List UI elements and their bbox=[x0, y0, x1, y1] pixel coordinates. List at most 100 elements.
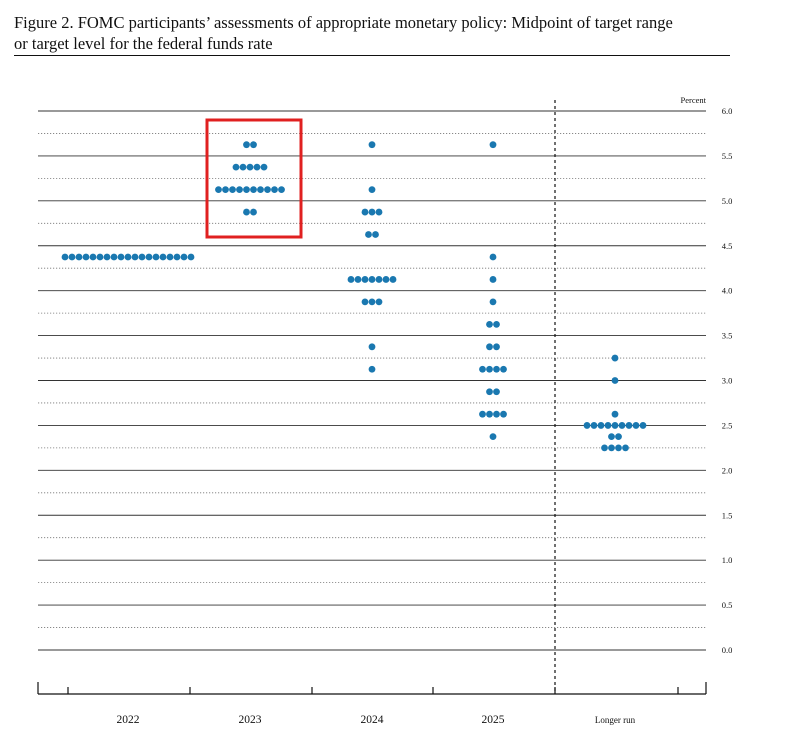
highlight-rectangle bbox=[205, 118, 303, 239]
data-dot bbox=[260, 163, 268, 171]
figure-title-line-1: Figure 2. FOMC participants’ assessments… bbox=[14, 13, 673, 32]
data-dot bbox=[138, 253, 146, 261]
data-dot bbox=[611, 422, 619, 429]
data-dot bbox=[103, 253, 111, 261]
dots bbox=[61, 141, 647, 452]
data-dot bbox=[493, 343, 500, 351]
data-dot bbox=[486, 365, 493, 373]
data-dot bbox=[500, 365, 507, 373]
data-dot bbox=[145, 253, 153, 261]
data-dot bbox=[75, 253, 83, 261]
data-dot bbox=[375, 276, 383, 283]
data-dot bbox=[253, 163, 261, 171]
data-dot bbox=[601, 444, 608, 452]
data-dot bbox=[361, 298, 369, 306]
data-dot bbox=[608, 433, 615, 441]
data-dot bbox=[215, 186, 222, 194]
data-dot bbox=[159, 253, 167, 261]
data-dot bbox=[368, 298, 376, 306]
y-tick-label: 2.0 bbox=[722, 465, 733, 475]
data-dot bbox=[368, 186, 376, 194]
data-dot bbox=[590, 422, 598, 429]
grid-lines: 0.0 0.5 1.0 1.5 2.0 2.5 3.0 3.5 4.0 4.5 5.0 5.5 6.0 bbox=[38, 100, 732, 694]
data-dot bbox=[368, 208, 376, 216]
data-dot bbox=[368, 343, 376, 351]
data-dot bbox=[608, 444, 615, 452]
data-dot bbox=[632, 422, 640, 429]
data-dot bbox=[493, 410, 500, 418]
y-tick-label: 0.0 bbox=[722, 645, 733, 655]
data-dot bbox=[375, 298, 383, 306]
data-dot bbox=[257, 186, 264, 194]
data-dot bbox=[229, 186, 236, 194]
data-dot bbox=[96, 253, 104, 261]
data-dot bbox=[622, 444, 629, 452]
data-dot bbox=[489, 141, 497, 149]
data-dot bbox=[243, 186, 250, 194]
data-dot bbox=[61, 253, 69, 261]
data-dot bbox=[361, 208, 369, 216]
data-dot bbox=[479, 410, 486, 418]
data-dot bbox=[493, 320, 500, 328]
data-dot bbox=[250, 141, 257, 149]
data-dot bbox=[124, 253, 132, 261]
data-dot bbox=[278, 186, 285, 194]
data-dot bbox=[82, 253, 90, 261]
data-dot bbox=[489, 298, 497, 306]
data-dot bbox=[611, 377, 619, 384]
data-dot bbox=[89, 253, 97, 261]
data-dot bbox=[232, 163, 240, 171]
data-dot bbox=[173, 253, 181, 261]
highlight-box bbox=[205, 118, 303, 239]
data-dot bbox=[479, 365, 486, 373]
data-dot bbox=[365, 231, 372, 238]
data-dot bbox=[110, 253, 118, 261]
data-dot bbox=[117, 253, 125, 261]
data-dot bbox=[243, 208, 250, 216]
data-dot bbox=[368, 276, 376, 283]
data-dot bbox=[180, 253, 188, 261]
data-dot bbox=[243, 141, 250, 149]
axis-labels: Percent bbox=[681, 95, 707, 105]
y-axis-label: Percent bbox=[681, 95, 707, 105]
data-dot bbox=[486, 410, 493, 418]
x-axis: 2022 2023 2024 2025 Longer run bbox=[37, 682, 707, 726]
data-dot bbox=[489, 433, 497, 441]
data-dot bbox=[68, 253, 76, 261]
data-dot bbox=[493, 388, 500, 396]
data-dot bbox=[222, 186, 229, 194]
data-dot bbox=[493, 365, 500, 373]
x-tick-label: 2024 bbox=[361, 714, 384, 726]
data-dot bbox=[597, 422, 605, 429]
y-tick-label: 4.0 bbox=[722, 286, 733, 296]
data-dot bbox=[625, 422, 633, 429]
title-rule bbox=[14, 55, 730, 56]
data-dot bbox=[347, 276, 355, 283]
y-tick-label: 0.5 bbox=[722, 600, 733, 610]
data-dot bbox=[250, 186, 257, 194]
data-dot bbox=[489, 253, 497, 261]
data-dot bbox=[500, 410, 507, 418]
y-tick-label: 6.0 bbox=[722, 106, 733, 116]
data-dot bbox=[239, 163, 247, 171]
data-dot bbox=[618, 422, 626, 429]
data-dot bbox=[489, 276, 497, 283]
x-tick-label: 2023 bbox=[239, 714, 262, 726]
y-tick-label: 1.5 bbox=[722, 510, 733, 520]
y-tick-label: 2.5 bbox=[722, 420, 733, 430]
y-tick-label: 3.5 bbox=[722, 331, 733, 341]
data-dot bbox=[246, 163, 254, 171]
data-dot bbox=[486, 320, 493, 328]
data-dot bbox=[236, 186, 243, 194]
data-dot bbox=[372, 231, 379, 238]
y-tick-label: 1.0 bbox=[722, 555, 733, 565]
y-tick-label: 5.5 bbox=[722, 151, 733, 161]
data-dot bbox=[271, 186, 278, 194]
y-tick-label: 4.5 bbox=[722, 241, 733, 251]
data-dot bbox=[368, 141, 376, 149]
figure-title: Figure 2. FOMC participants’ assessments… bbox=[14, 12, 730, 54]
data-dot bbox=[152, 253, 160, 261]
y-tick-label: 5.0 bbox=[722, 196, 733, 206]
data-dot bbox=[354, 276, 362, 283]
